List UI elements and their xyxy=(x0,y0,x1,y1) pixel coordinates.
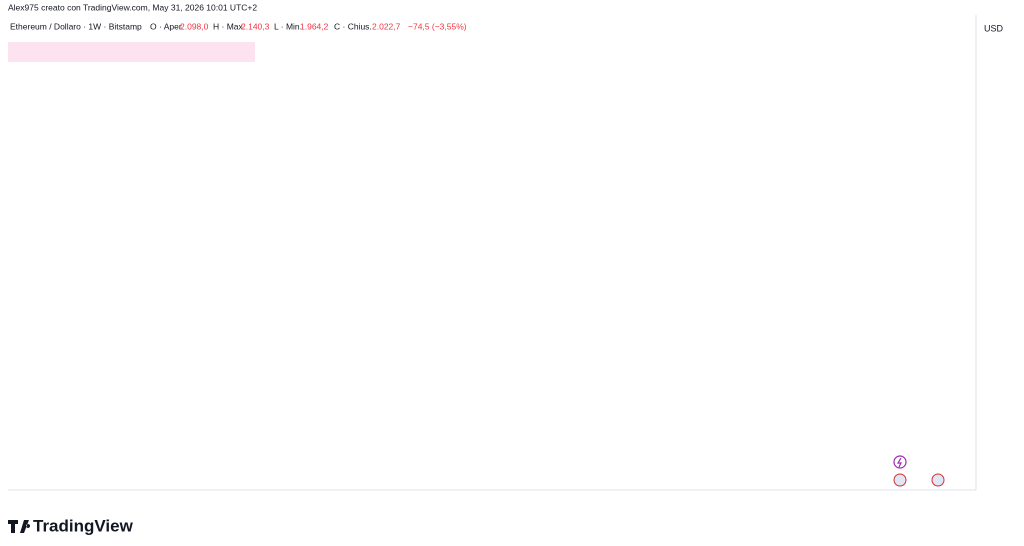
symbol: Ethereum / Dollaro · 1W · Bitstamp xyxy=(10,21,142,31)
event-icon-glyph xyxy=(896,457,902,468)
ohlc-value: 2.022,7 xyxy=(372,21,401,31)
change: −74,5 (−3,55%) xyxy=(408,21,467,31)
event-icons xyxy=(893,455,945,487)
flag-icon xyxy=(893,473,907,487)
ohlc-key: C · Chius. xyxy=(334,21,372,31)
currency: USD xyxy=(984,23,1004,33)
logo-mark xyxy=(8,520,31,533)
author-line: Alex975 creato con TradingView.com, May … xyxy=(8,2,257,12)
brand: TradingView xyxy=(33,516,134,535)
ohlc-key: H · Max. xyxy=(213,21,245,31)
flag-icon xyxy=(931,473,945,487)
ohlc-value: 2.098,0 xyxy=(180,21,209,31)
ohlc-key: O · Aper. xyxy=(150,21,184,31)
ohlc-key: L · Min. xyxy=(274,21,302,31)
logo: TradingView xyxy=(8,516,134,535)
event-icon xyxy=(893,455,907,469)
ohlc-value: 2.140,3 xyxy=(241,21,270,31)
ohlc-value: 1.964,2 xyxy=(300,21,329,31)
highlight-band xyxy=(8,42,255,62)
